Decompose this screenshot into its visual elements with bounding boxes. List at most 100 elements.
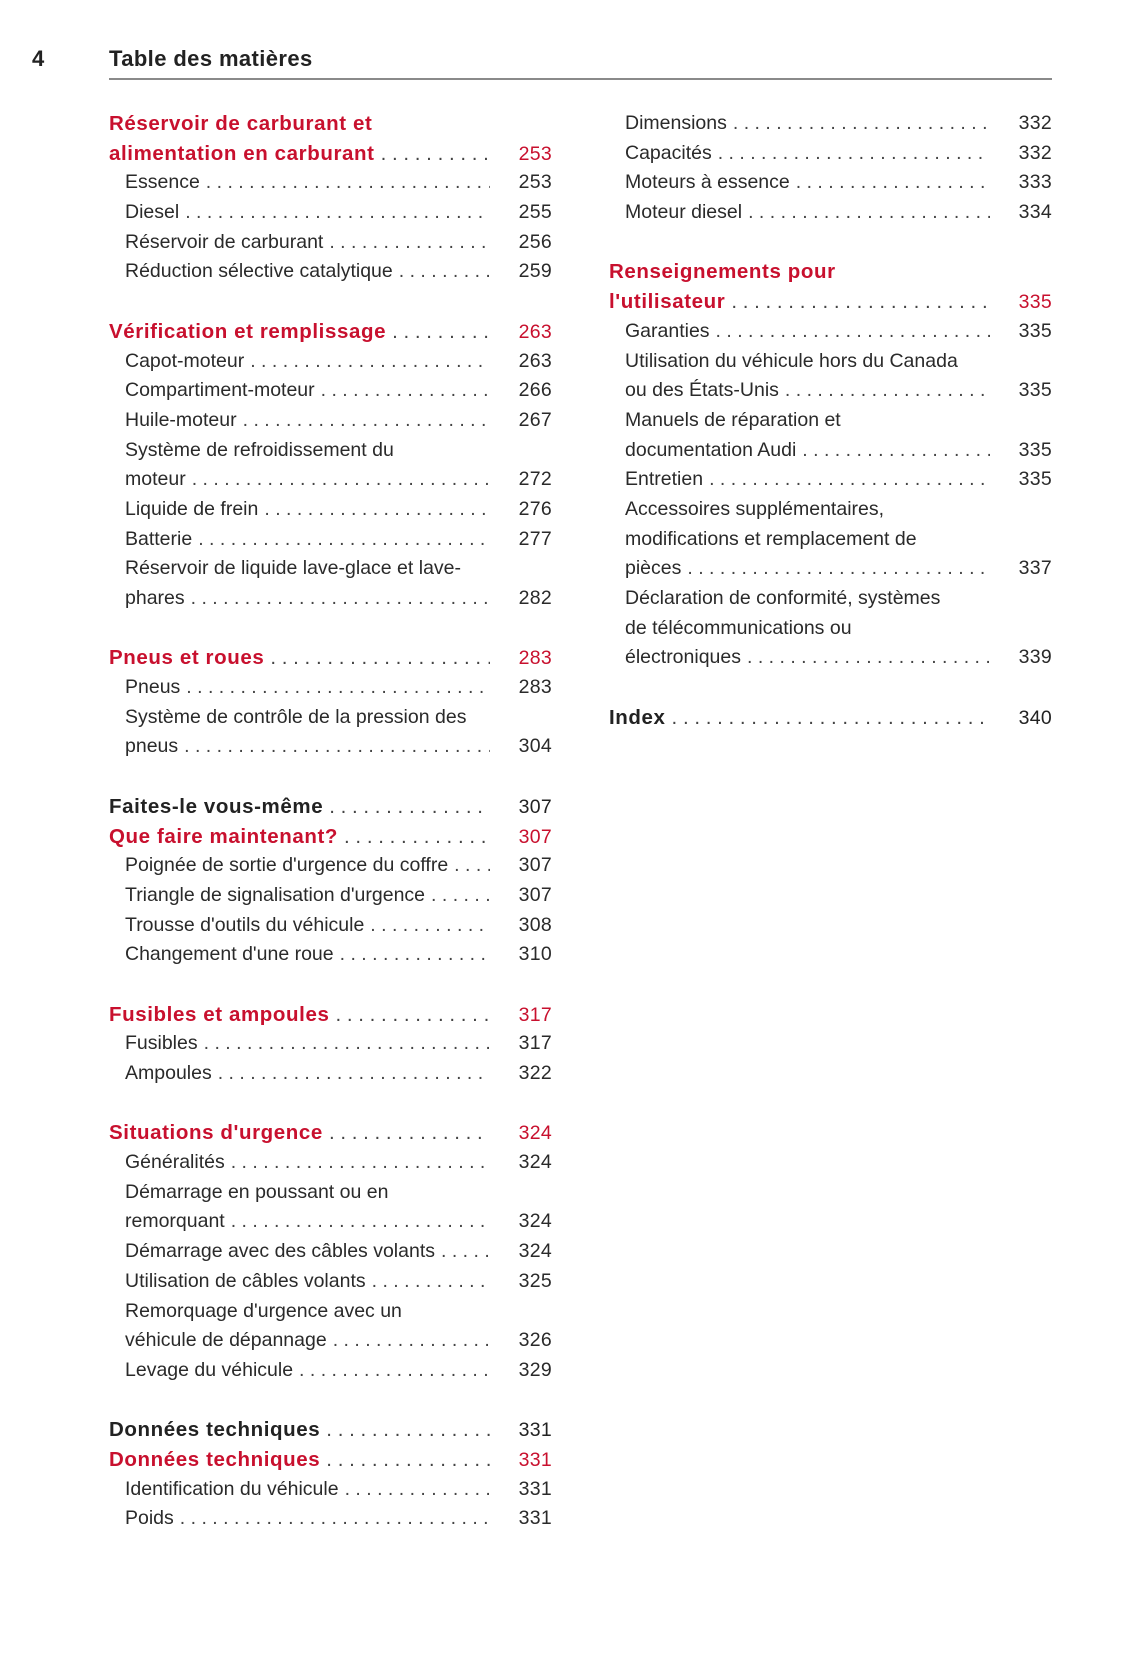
toc-entry[interactable]: Poids 331: [109, 1504, 552, 1534]
toc-entry[interactable]: Poignée de sortie d'urgence du coffre 307: [109, 851, 552, 881]
toc-page-number[interactable]: 282: [518, 587, 552, 609]
toc-page-number[interactable]: 324: [518, 1210, 552, 1233]
toc-page-number[interactable]: 332: [1018, 112, 1052, 134]
toc-entry[interactable]: Triangle de signalisation d'urgence 307: [109, 881, 552, 911]
toc-section-heading[interactable]: Faites-le vous-même 307: [109, 792, 552, 822]
toc-page-number[interactable]: 253: [518, 142, 552, 165]
toc-entry[interactable]: Compartiment-moteur 266: [109, 376, 552, 406]
toc-line: Faites-le vous-même 307: [109, 792, 552, 822]
toc-page-number[interactable]: 256: [518, 230, 552, 253]
toc-entry[interactable]: Moteur diesel 334: [609, 198, 1052, 228]
toc-entry[interactable]: Démarrage avec des câbles volants 324: [109, 1237, 552, 1267]
toc-entry[interactable]: Levage du véhicule 329: [109, 1356, 552, 1386]
toc-entry[interactable]: Fusibles 317: [109, 1029, 552, 1059]
toc-page-number[interactable]: 332: [1018, 141, 1052, 164]
toc-page-number[interactable]: 255: [518, 201, 552, 224]
toc-entry[interactable]: Moteurs à essence 333: [609, 168, 1052, 198]
toc-page-number[interactable]: 276: [518, 497, 552, 520]
toc-entry[interactable]: Liquide de frein 276: [109, 495, 552, 525]
toc-entry[interactable]: Entretien 335: [609, 465, 1052, 495]
toc-section-heading[interactable]: Réservoir de carburant et alimentation en…: [109, 109, 552, 168]
toc-page-number[interactable]: 307: [518, 795, 552, 818]
toc-page-number[interactable]: 283: [518, 676, 552, 699]
toc-page-number[interactable]: 325: [518, 1269, 552, 1292]
toc-page-number[interactable]: 335: [1018, 468, 1052, 491]
toc-entry[interactable]: Généralités 324: [109, 1148, 552, 1178]
toc-entry[interactable]: Système de contrôle de la pression des pn…: [109, 703, 552, 762]
toc-page-number[interactable]: 337: [1018, 557, 1052, 580]
toc-page-number[interactable]: 331: [518, 1477, 552, 1500]
toc-page-number[interactable]: 308: [518, 913, 552, 936]
toc-entry[interactable]: Trousse d'outils du véhicule 308: [109, 911, 552, 941]
toc-page-number[interactable]: 263: [518, 349, 552, 372]
toc-entry[interactable]: Réduction sélective catalytique 259: [109, 257, 552, 287]
toc-entry[interactable]: Garanties 335: [609, 317, 1052, 347]
toc-section-heading[interactable]: Pneus et roues 283: [109, 643, 552, 673]
toc-section-heading[interactable]: Données techniques 331: [109, 1445, 552, 1475]
toc-page-number[interactable]: 335: [1018, 319, 1052, 342]
toc-page-number[interactable]: 335: [1018, 438, 1052, 461]
toc-section-heading[interactable]: Situations d'urgence 324: [109, 1118, 552, 1148]
toc-page-number[interactable]: 317: [518, 1032, 552, 1055]
toc-page-number[interactable]: 304: [518, 735, 552, 758]
toc-page-number[interactable]: 307: [518, 854, 552, 877]
toc-page-number[interactable]: 331: [518, 1507, 552, 1530]
toc-entry[interactable]: Déclaration de conformité, systèmes de té…: [609, 584, 1052, 673]
toc-entry[interactable]: Capacités 332: [609, 139, 1052, 169]
toc-entry[interactable]: Réservoir de liquide lave-glace et lave-…: [109, 554, 552, 613]
toc-entry[interactable]: Utilisation du véhicule hors du Canada ou…: [609, 347, 1052, 406]
toc-section-heading[interactable]: Index 340: [609, 703, 1052, 733]
toc-section-heading[interactable]: Fusibles et ampoules 317: [109, 1000, 552, 1030]
dot-leader: [329, 1118, 490, 1148]
toc-section-heading[interactable]: Vérification et remplissage 263: [109, 317, 552, 347]
toc-page-number[interactable]: 253: [518, 171, 552, 194]
toc-entry[interactable]: Essence 253: [109, 168, 552, 198]
toc-page-number[interactable]: 263: [518, 320, 552, 343]
toc-entry[interactable]: Manuels de réparation et documentation Au…: [609, 406, 1052, 465]
toc-page-number[interactable]: 326: [518, 1329, 552, 1352]
toc-page-number[interactable]: 340: [1018, 706, 1052, 729]
toc-entry[interactable]: Changement d'une roue 310: [109, 940, 552, 970]
toc-page-number[interactable]: 259: [518, 260, 552, 283]
toc-entry[interactable]: Accessoires supplémentaires, modification…: [609, 495, 1052, 584]
toc-entry-title: Pneus: [125, 676, 181, 699]
toc-entry[interactable]: Capot-moteur 263: [109, 347, 552, 377]
toc-entry[interactable]: Dimensions 332: [609, 109, 1052, 139]
toc-section-heading[interactable]: Renseignements pour l'utilisateur 335: [609, 257, 1052, 316]
toc-page-number[interactable]: 272: [518, 468, 552, 491]
toc-section-heading[interactable]: Que faire maintenant? 307: [109, 822, 552, 852]
dot-leader: [198, 525, 490, 555]
toc-page-number[interactable]: 331: [518, 1448, 552, 1471]
toc-page-number[interactable]: 339: [1018, 646, 1052, 669]
toc-entry[interactable]: Diesel 255: [109, 198, 552, 228]
toc-entry[interactable]: Utilisation de câbles volants 325: [109, 1267, 552, 1297]
toc-page-number[interactable]: 324: [518, 1122, 552, 1145]
toc-entry[interactable]: Pneus 283: [109, 673, 552, 703]
toc-entry[interactable]: Réservoir de carburant 256: [109, 228, 552, 258]
toc-page-number[interactable]: 335: [1018, 291, 1052, 314]
toc-entry[interactable]: Démarrage en poussant ou en remorquant 324: [109, 1178, 552, 1237]
toc-page-number[interactable]: 335: [1018, 379, 1052, 402]
toc-entry[interactable]: Système de refroidissement du moteur 272: [109, 436, 552, 495]
toc-page-number[interactable]: 334: [1018, 201, 1052, 224]
toc-page-number[interactable]: 283: [518, 647, 552, 670]
toc-page-number[interactable]: 331: [518, 1419, 552, 1442]
toc-page-number[interactable]: 333: [1018, 171, 1052, 194]
toc-entry[interactable]: Ampoules 322: [109, 1059, 552, 1089]
toc-page-number[interactable]: 329: [518, 1358, 552, 1381]
toc-page-number[interactable]: 324: [518, 1240, 552, 1263]
toc-entry[interactable]: Huile-moteur 267: [109, 406, 552, 436]
toc-page-number[interactable]: 324: [518, 1151, 552, 1174]
toc-page-number[interactable]: 317: [518, 1003, 552, 1026]
toc-page-number[interactable]: 322: [518, 1062, 552, 1084]
toc-page-number[interactable]: 307: [518, 825, 552, 848]
toc-page-number[interactable]: 266: [518, 379, 552, 402]
toc-section-heading[interactable]: Données techniques 331: [109, 1415, 552, 1445]
toc-page-number[interactable]: 310: [518, 943, 552, 966]
toc-entry[interactable]: Identification du véhicule 331: [109, 1475, 552, 1505]
toc-entry[interactable]: Remorquage d'urgence avec un véhicule de …: [109, 1297, 552, 1356]
toc-page-number[interactable]: 267: [518, 408, 552, 431]
toc-entry[interactable]: Batterie 277: [109, 525, 552, 555]
toc-page-number[interactable]: 307: [518, 883, 552, 906]
toc-page-number[interactable]: 277: [518, 527, 552, 550]
